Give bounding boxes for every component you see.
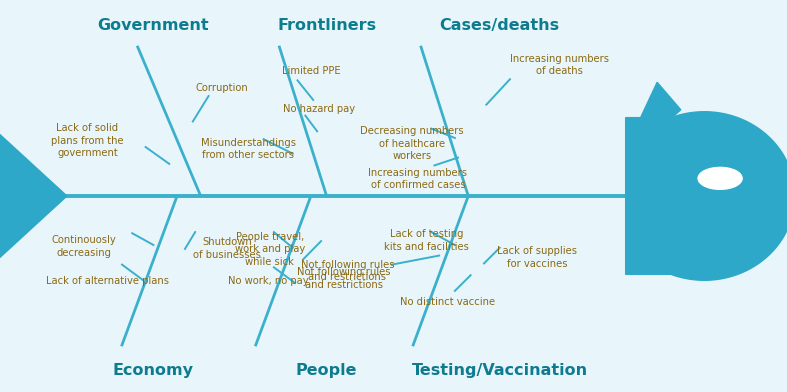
- Text: Testing/Vaccination: Testing/Vaccination: [412, 363, 588, 378]
- Text: People: People: [296, 363, 357, 378]
- Text: Cases/deaths: Cases/deaths: [440, 18, 560, 33]
- Text: No distinct vaccine: No distinct vaccine: [400, 297, 495, 307]
- Circle shape: [698, 167, 742, 189]
- Polygon shape: [0, 127, 67, 265]
- Text: Corruption: Corruption: [195, 83, 248, 93]
- Text: No hazard pay: No hazard pay: [283, 103, 356, 114]
- Polygon shape: [630, 82, 681, 145]
- Text: Continouosly
decreasing: Continouosly decreasing: [51, 235, 116, 258]
- Text: Not following rules
and restrictions: Not following rules and restrictions: [297, 267, 391, 290]
- Text: Limited PPE: Limited PPE: [282, 66, 340, 76]
- Text: Frontliners: Frontliners: [277, 18, 376, 33]
- Text: Economy: Economy: [113, 363, 194, 378]
- Text: Decreasing numbers
of healthcare
workers: Decreasing numbers of healthcare workers: [360, 126, 464, 161]
- Text: Lack of testing
kits and facilities: Lack of testing kits and facilities: [384, 229, 469, 252]
- Text: Shutdown
of businesses: Shutdown of businesses: [193, 237, 260, 260]
- Text: Increasing numbers
of deaths: Increasing numbers of deaths: [510, 54, 609, 76]
- Text: Lack of alternative plans: Lack of alternative plans: [46, 276, 168, 287]
- Text: Lack of supplies
for vaccines: Lack of supplies for vaccines: [497, 246, 578, 269]
- Polygon shape: [626, 112, 787, 280]
- Text: Government: Government: [98, 18, 209, 33]
- Text: Misunderstandings
from other sectors: Misunderstandings from other sectors: [201, 138, 296, 160]
- Text: People travel,
work and play
while sick: People travel, work and play while sick: [235, 232, 305, 267]
- Text: No work, no pay: No work, no pay: [228, 276, 309, 287]
- Text: Increasing numbers
of confirmed cases: Increasing numbers of confirmed cases: [368, 168, 467, 190]
- Text: Not following rules
and restrictions: Not following rules and restrictions: [301, 260, 394, 282]
- Text: Lack of solid
plans from the
government: Lack of solid plans from the government: [51, 123, 124, 158]
